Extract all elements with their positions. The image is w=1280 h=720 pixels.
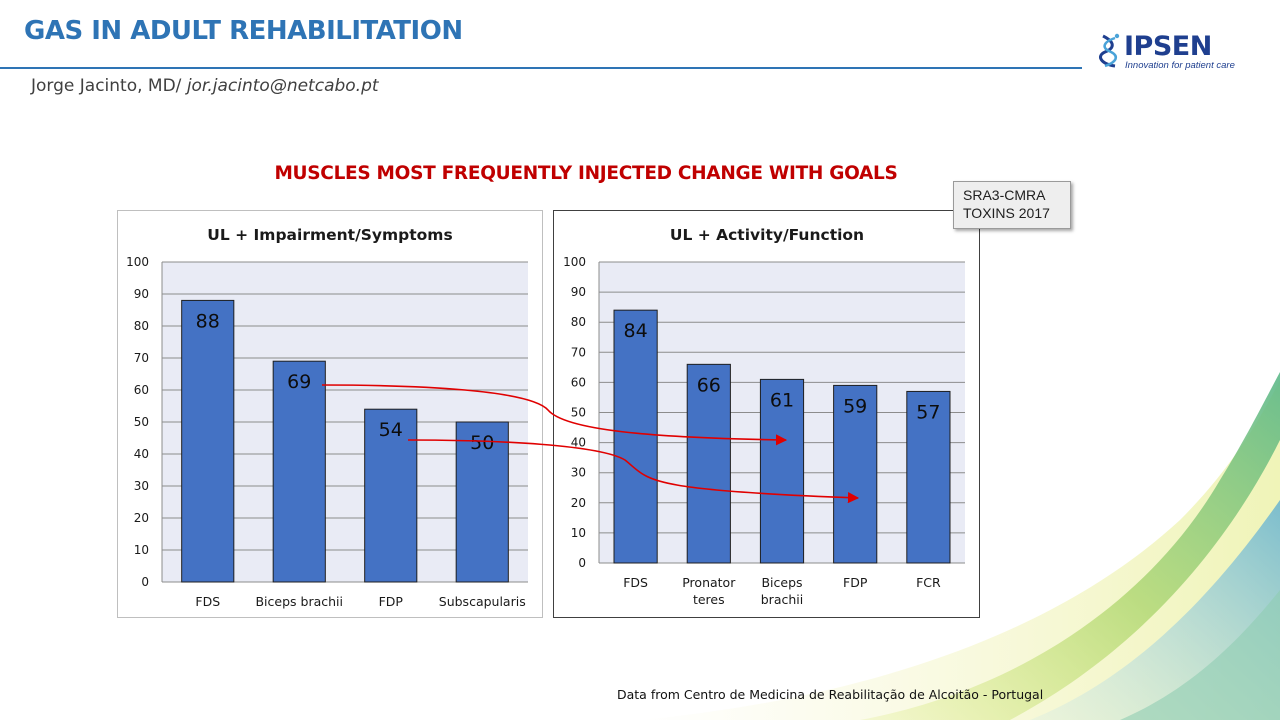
chart-activity-function: UL + Activity/Function 0 10 20 30 40 50 60 70 80 9… [553, 210, 980, 618]
chart-impairment-symptoms-svg: UL + Impairment/Symptoms 0 10 20 30 40 50 60 70 8… [126, 226, 528, 609]
y-tick-label: 0 [141, 575, 149, 589]
reference-box: SRA3-CMRA TOXINS 2017 [953, 181, 1071, 229]
reference-line-2: TOXINS 2017 [963, 205, 1050, 221]
y-tick-label: 40 [134, 447, 149, 461]
y-tick-label: 50 [134, 415, 149, 429]
y-tick-label: 40 [571, 436, 586, 450]
data-label: 88 [196, 310, 220, 332]
data-label: 66 [697, 374, 721, 396]
y-tick-label: 0 [578, 556, 586, 570]
category-label: Pronator teres [682, 575, 736, 607]
author-name: Jorge Jacinto, MD/ [31, 76, 187, 96]
category-label-line: Pronator [682, 575, 736, 590]
logo-wordmark: IPSEN [1124, 31, 1212, 62]
bar [272, 360, 326, 583]
bar [906, 390, 951, 564]
footer-source: Data from Centro de Medicina de Reabilit… [617, 687, 1044, 702]
chart-impairment-symptoms: UL + Impairment/Symptoms 0 10 20 30 40 50 60 70 8… [117, 210, 543, 618]
data-label: 50 [470, 432, 494, 454]
data-label: 84 [624, 320, 648, 342]
category-label: Biceps brachii [255, 594, 343, 609]
title-divider [0, 67, 1082, 69]
reference-line-1: SRA3-CMRA [963, 187, 1046, 203]
bar [181, 299, 235, 583]
category-label: FDP [379, 594, 404, 609]
data-label: 69 [287, 371, 311, 393]
y-tick-label: 60 [571, 375, 586, 389]
author-email: jor.jacinto@netcabo.pt [186, 76, 379, 96]
category-label: Subscapularis [439, 594, 526, 609]
category-label: FCR [916, 575, 941, 590]
y-tick-label: 50 [571, 406, 586, 420]
data-label: 57 [916, 401, 940, 423]
y-tick-label: 100 [563, 255, 586, 269]
category-label: Biceps brachii [761, 575, 803, 607]
ipsen-logo: IPSEN Innovation for patient care [1097, 30, 1257, 72]
category-label: FDS [195, 594, 220, 609]
category-label-line: Biceps [761, 575, 802, 590]
y-tick-label: 30 [571, 466, 586, 480]
y-tick-label: 20 [571, 496, 586, 510]
slide-heading: MUSCLES MOST FREQUENTLY INJECTED CHANGE … [274, 163, 898, 184]
category-label-line: teres [693, 592, 725, 607]
category-label: FDP [843, 575, 868, 590]
page-title: GAS IN ADULT REHABILITATION [24, 16, 463, 46]
category-label: FDS [623, 575, 648, 590]
y-tick-label: 70 [134, 351, 149, 365]
ipsen-helix-icon [1099, 33, 1120, 68]
y-tick-label: 60 [134, 383, 149, 397]
logo-tagline: Innovation for patient care [1125, 60, 1235, 71]
chart-title: UL + Activity/Function [670, 226, 864, 244]
y-tick-label: 20 [134, 511, 149, 525]
y-tick-label: 80 [134, 319, 149, 333]
y-tick-label: 70 [571, 345, 586, 359]
data-label: 59 [843, 395, 867, 417]
bar [613, 309, 658, 564]
y-tick-label: 100 [126, 255, 149, 269]
category-label-line: brachii [761, 592, 803, 607]
y-tick-label: 10 [571, 526, 586, 540]
y-tick-label: 90 [134, 287, 149, 301]
y-tick-label: 80 [571, 315, 586, 329]
y-tick-label: 90 [571, 285, 586, 299]
chart-title: UL + Impairment/Symptoms [207, 226, 452, 244]
y-tick-label: 30 [134, 479, 149, 493]
y-tick-label: 10 [134, 543, 149, 557]
chart-activity-function-svg: UL + Activity/Function 0 10 20 30 40 50 60 70 80 9… [563, 226, 965, 607]
data-label: 61 [770, 389, 794, 411]
author-line: Jorge Jacinto, MD/ jor.jacinto@netcabo.p… [31, 76, 379, 96]
data-label: 54 [379, 419, 403, 441]
